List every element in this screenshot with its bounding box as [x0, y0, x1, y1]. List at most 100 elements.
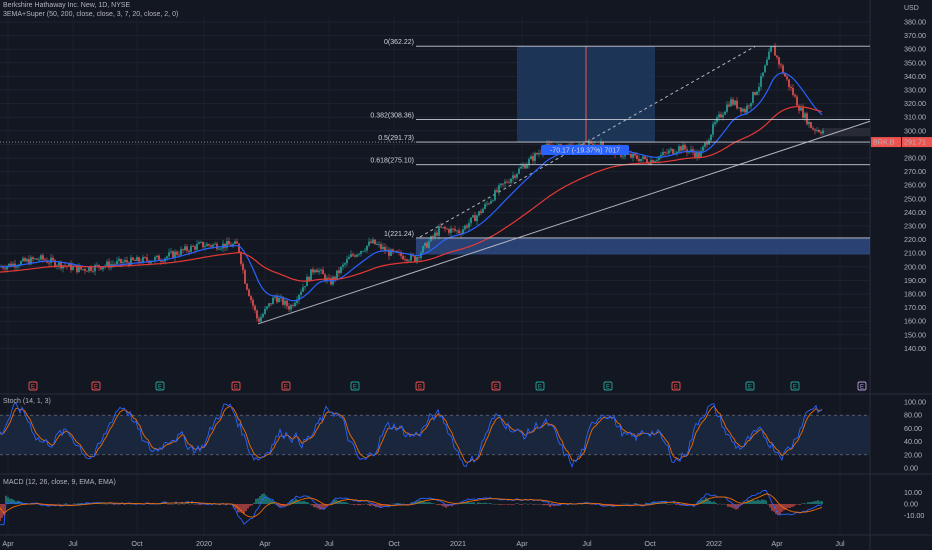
- candle-body: [278, 297, 280, 303]
- price-series: [0, 42, 824, 324]
- macd-histogram-bar: [531, 503, 533, 505]
- candle-body: [748, 105, 750, 107]
- candle-body: [272, 297, 274, 305]
- candle-body: [130, 257, 132, 266]
- candle-body: [244, 270, 246, 284]
- earnings-marker: [350, 381, 360, 391]
- macd-histogram-bar: [781, 504, 783, 512]
- macd-tick-label: -10.00: [904, 511, 924, 520]
- price-tick-label: 300.00: [904, 126, 926, 135]
- candle-body: [450, 228, 452, 233]
- earnings-marker: [231, 381, 241, 391]
- candle-body: [198, 242, 200, 244]
- macd-histogram-bar: [631, 504, 633, 505]
- macd-histogram-bar: [705, 497, 707, 504]
- macd-histogram-bar: [701, 499, 703, 504]
- candle-body: [48, 262, 50, 264]
- indicator-legend[interactable]: 3EMA+Super (50, 200, close, close, 3, 7,…: [3, 11, 179, 18]
- candle-body: [448, 229, 450, 233]
- candle-body: [224, 243, 226, 248]
- symbol-legend[interactable]: Berkshire Hathaway Inc. New, 1D, NYSE: [3, 2, 131, 9]
- macd-histogram-bar: [753, 500, 755, 504]
- candle-body: [364, 250, 366, 252]
- candle-body: [226, 241, 228, 248]
- macd-histogram-bar: [479, 502, 481, 504]
- time-tick-label: Jul: [324, 539, 334, 548]
- macd-histogram-bar: [195, 504, 197, 505]
- macd-histogram-bar: [505, 504, 507, 505]
- candle-body: [672, 149, 674, 154]
- macd-histogram-bar: [363, 504, 365, 505]
- macd-histogram-bar: [667, 504, 669, 505]
- candle-body: [194, 246, 196, 250]
- macd-histogram-bar: [623, 503, 625, 505]
- macd-histogram-bar: [355, 504, 357, 505]
- macd-histogram-bar: [771, 504, 773, 511]
- candle-body: [452, 228, 454, 230]
- candle-body: [798, 105, 800, 111]
- current-price-tag: [902, 137, 932, 148]
- candle-body: [514, 175, 516, 178]
- macd-histogram-bar: [149, 504, 151, 505]
- candle-body: [178, 254, 180, 256]
- macd-histogram-bar: [349, 503, 351, 505]
- candle-body: [708, 140, 710, 145]
- macd-histogram-bar: [5, 495, 7, 504]
- macd-histogram-bar: [117, 504, 119, 505]
- macd-histogram-bar: [727, 504, 729, 507]
- macd-legend[interactable]: MACD (12, 26, close, 9, EMA, EMA): [3, 479, 116, 486]
- drawings: [257, 46, 871, 325]
- candle-body: [790, 87, 792, 88]
- macd-histogram-bar: [625, 503, 627, 505]
- candle-body: [640, 158, 642, 162]
- candle-body: [228, 241, 230, 245]
- price-tick-label: 180.00: [904, 290, 926, 299]
- candle-body: [236, 241, 238, 244]
- candle-body: [772, 46, 774, 48]
- macd-histogram-bar: [597, 504, 599, 505]
- candle-body: [816, 130, 818, 131]
- candle-body: [300, 291, 302, 295]
- stoch-legend[interactable]: Stoch (14, 1, 3): [3, 398, 51, 405]
- candle-body: [362, 251, 364, 252]
- time-tick-label: Apr: [259, 539, 271, 548]
- candle-body: [100, 267, 102, 270]
- macd-histogram-bar: [259, 496, 261, 504]
- currency-label: USD: [904, 5, 919, 12]
- macd-histogram-bar: [239, 504, 241, 513]
- macd-histogram-bar: [197, 504, 199, 505]
- macd-histogram-bar: [249, 504, 251, 507]
- candle-body: [770, 46, 772, 52]
- candle-body: [94, 265, 96, 272]
- macd-histogram-bar: [767, 504, 769, 505]
- candle-body: [402, 255, 404, 260]
- macd-histogram-bar: [487, 503, 489, 504]
- candle-body: [480, 211, 482, 213]
- macd-histogram-bar: [503, 504, 505, 505]
- macd-histogram-bar: [445, 504, 447, 508]
- candle-body: [658, 156, 660, 161]
- candle-body: [702, 146, 704, 151]
- candle-body: [146, 257, 148, 261]
- candle-body: [220, 248, 222, 250]
- candle-body: [470, 217, 472, 224]
- candle-body: [464, 225, 466, 230]
- candle-body: [676, 151, 678, 154]
- macd-histogram-bar: [261, 494, 263, 504]
- candle-body: [96, 264, 98, 266]
- macd-histogram-bar: [79, 503, 81, 504]
- macd-histogram-bar: [303, 500, 305, 504]
- macd-histogram-bar: [171, 503, 173, 505]
- candle-body: [200, 241, 202, 243]
- macd-histogram-bar: [177, 504, 179, 505]
- macd-histogram-bar: [75, 503, 77, 505]
- candle-body: [548, 143, 550, 145]
- macd-histogram-bar: [811, 501, 813, 504]
- macd-histogram-bar: [797, 504, 799, 505]
- candle-body: [132, 257, 134, 260]
- candle-body: [250, 296, 252, 300]
- candle-body: [698, 151, 700, 157]
- candle-body: [774, 46, 776, 56]
- candle-body: [84, 269, 86, 271]
